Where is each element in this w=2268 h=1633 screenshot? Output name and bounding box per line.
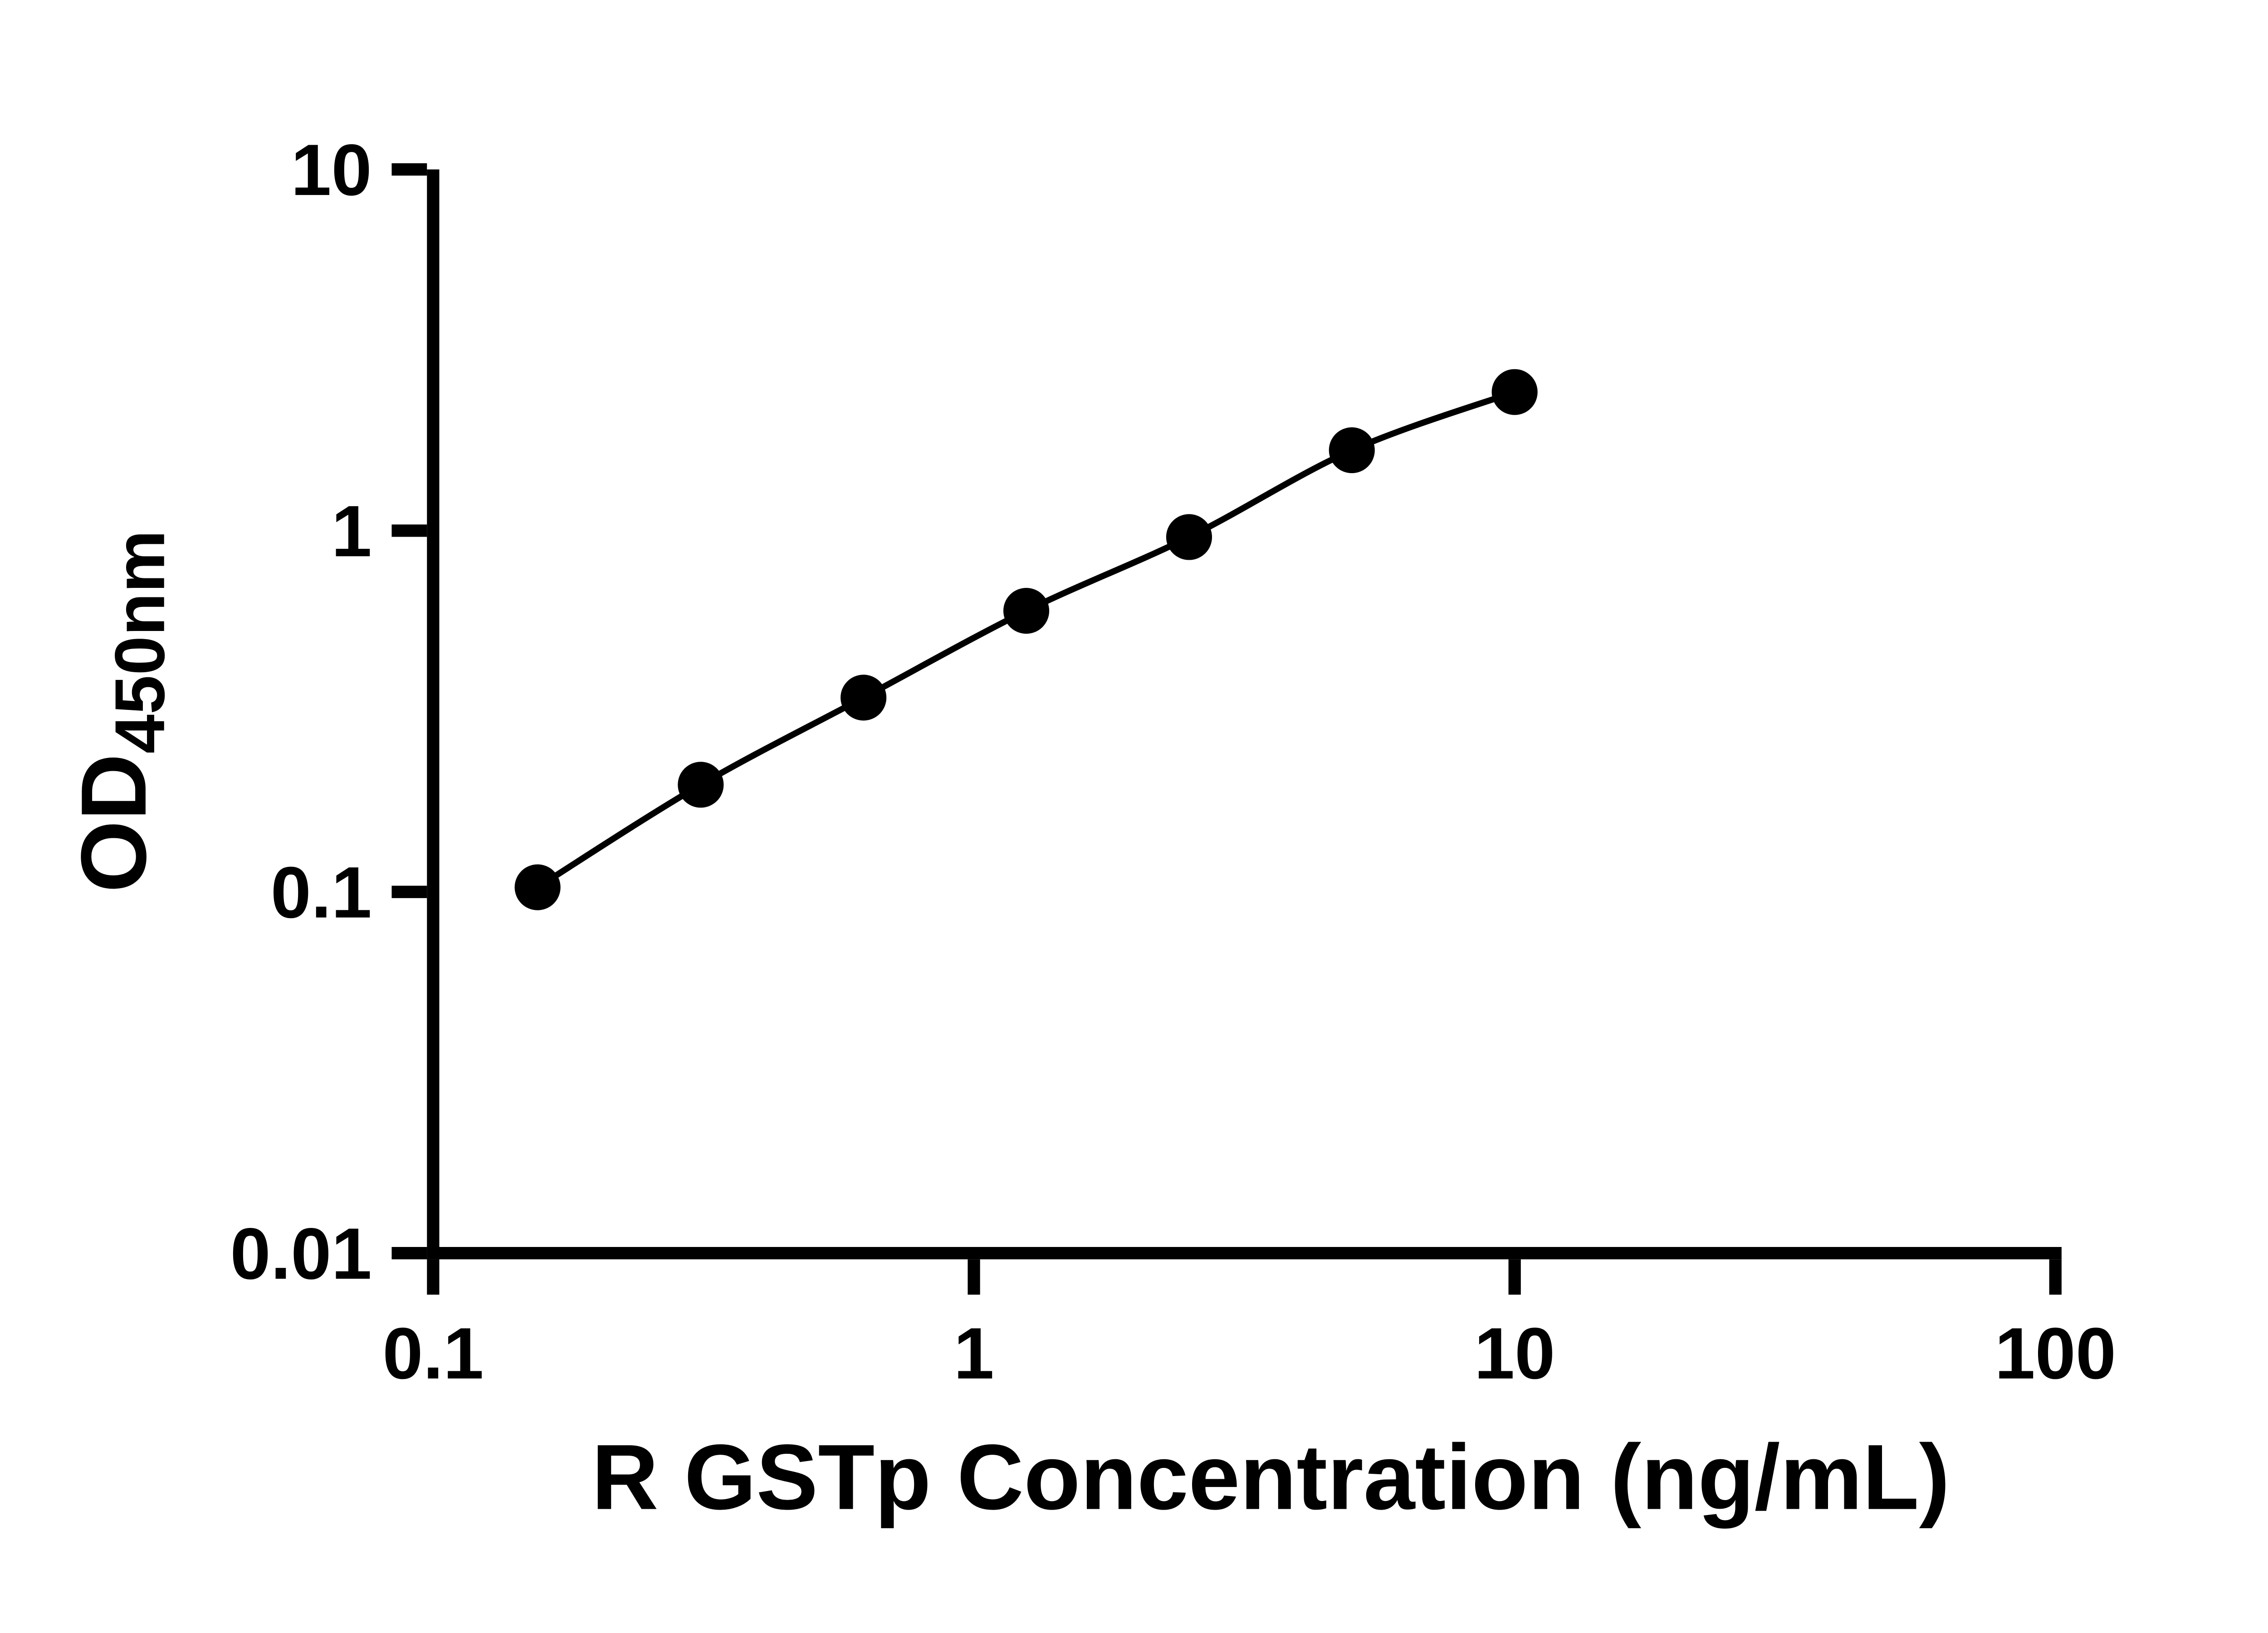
- y-tick-label: 0.01: [230, 1213, 371, 1294]
- y-axis-title-main: OD: [62, 753, 166, 892]
- y-axis-title: OD450nm: [62, 530, 179, 892]
- y-tick-label: 1: [331, 490, 371, 572]
- data-point-marker: [514, 864, 561, 910]
- x-tick-label: 100: [1994, 1313, 2116, 1394]
- y-axis-title-subscript: 450nm: [100, 530, 179, 753]
- data-point-marker: [1329, 427, 1375, 474]
- y-tick-label: 0.1: [271, 852, 372, 933]
- data-point-marker: [678, 762, 724, 808]
- data-point-marker: [841, 675, 887, 721]
- data-point-marker: [1003, 588, 1050, 634]
- x-tick-label: 0.1: [382, 1313, 484, 1394]
- x-tick-label: 1: [953, 1313, 994, 1394]
- data-point-marker: [1491, 369, 1538, 415]
- y-tick-label: 10: [291, 129, 371, 210]
- data-point-marker: [1166, 514, 1212, 560]
- x-axis-title: R GSTp Concentration (ng/mL): [591, 1426, 1950, 1529]
- x-tick-label: 10: [1474, 1313, 1555, 1394]
